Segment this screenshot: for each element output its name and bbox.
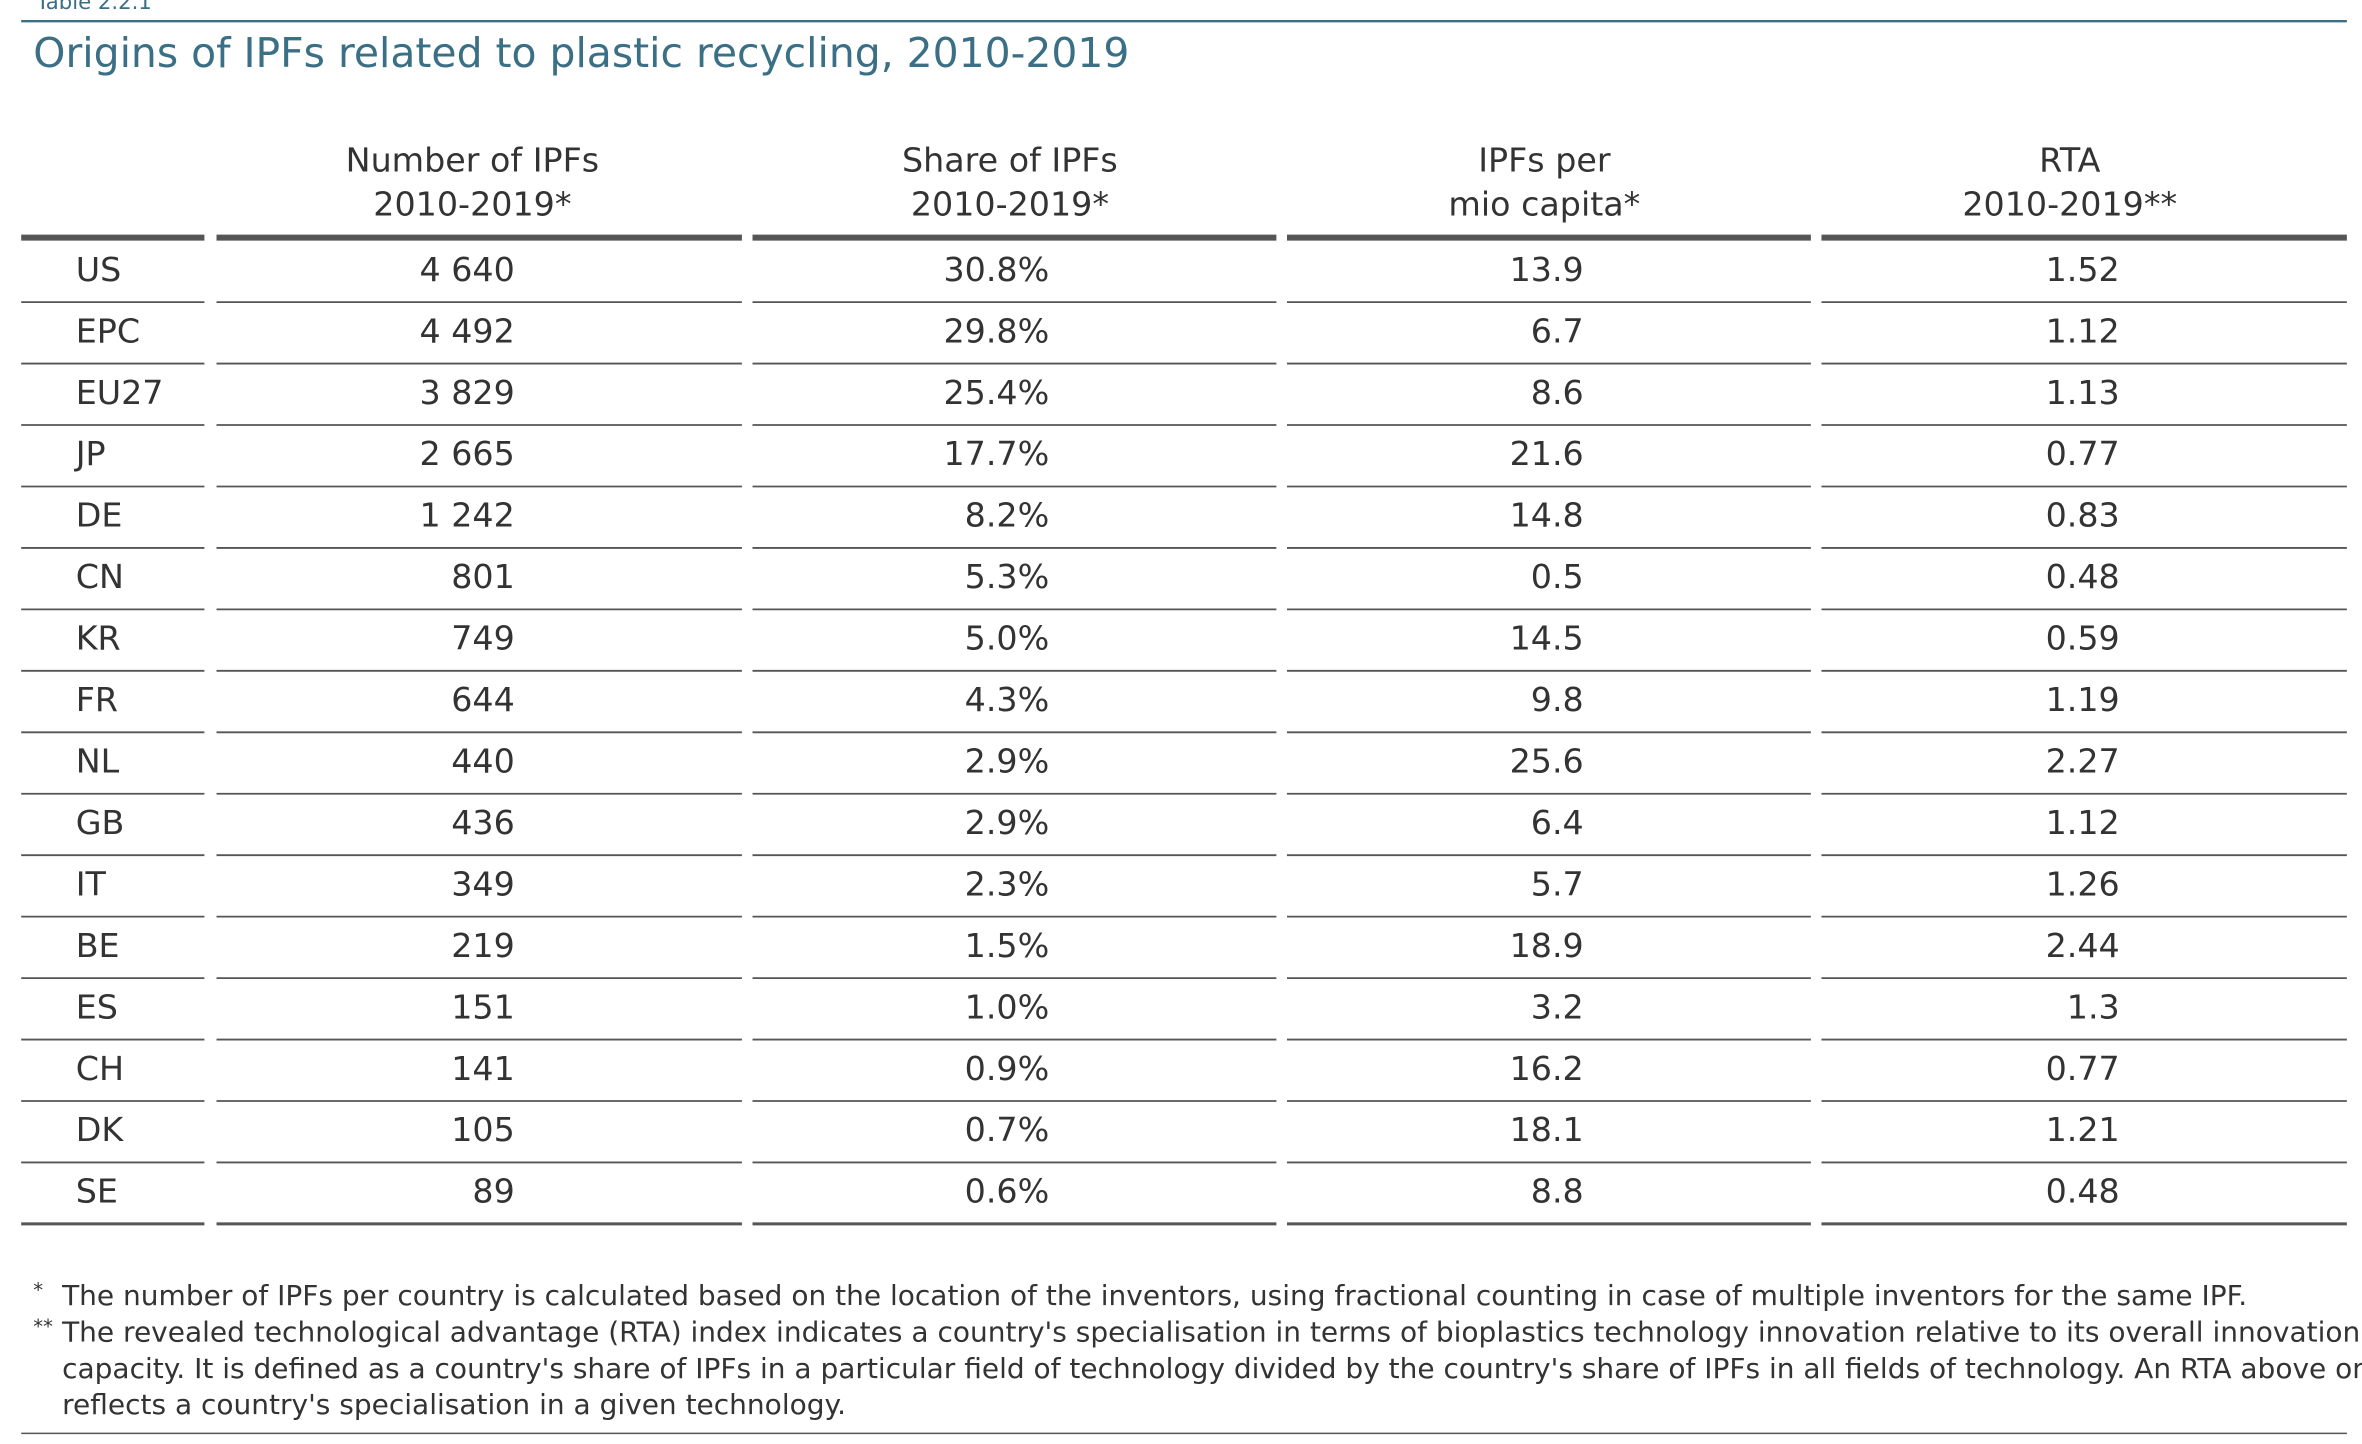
row-label: NL <box>76 742 120 781</box>
cell: 30.8% <box>943 250 1049 289</box>
cell: 18.1 <box>1510 1110 1584 1149</box>
row-label: US <box>76 250 122 289</box>
cell: 1.12 <box>2046 311 2120 350</box>
cell: 0.48 <box>2046 557 2120 596</box>
cell: 749 <box>451 619 515 658</box>
column-header: 2010-2019** <box>1962 184 2177 223</box>
row-label: CH <box>76 1049 124 1088</box>
cell: 18.9 <box>1510 926 1584 965</box>
cell: 0.5 <box>1531 557 1584 596</box>
table-label: Table 2.2.1 <box>35 0 151 14</box>
cell: 2 665 <box>419 434 514 473</box>
cell: 0.48 <box>2046 1172 2120 1211</box>
cell: 6.4 <box>1531 803 1584 842</box>
cell: 1 242 <box>419 496 514 535</box>
cell: 1.12 <box>2046 803 2120 842</box>
column-header: Share of IPFs <box>902 140 1118 179</box>
row-label: IT <box>76 864 107 903</box>
cell: 1.21 <box>2046 1110 2120 1149</box>
cell: 1.13 <box>2046 373 2120 412</box>
footnote-text: The number of IPFs per country is calcul… <box>61 1279 2247 1312</box>
cell: 219 <box>451 926 515 965</box>
cell: 1.0% <box>965 987 1050 1026</box>
column-header: RTA <box>2039 140 2100 179</box>
cell: 0.83 <box>2046 496 2120 535</box>
cell: 14.8 <box>1510 496 1584 535</box>
cell: 8.2% <box>965 496 1050 535</box>
footnote-marker: ** <box>33 1315 53 1338</box>
footnote-text: The revealed technological advantage (RT… <box>61 1316 2360 1349</box>
cell: 89 <box>472 1172 514 1211</box>
footnote-marker: * <box>33 1279 43 1302</box>
row-label: EPC <box>76 311 140 350</box>
cell: 25.6 <box>1510 742 1584 781</box>
cell: 105 <box>451 1110 515 1149</box>
row-label: DE <box>76 496 123 535</box>
cell: 0.6% <box>965 1172 1050 1211</box>
cell: 440 <box>451 742 515 781</box>
row-label: GB <box>76 803 125 842</box>
cell: 1.3 <box>2067 987 2120 1026</box>
cell: 801 <box>451 557 515 596</box>
column-header: mio capita* <box>1448 184 1640 223</box>
cell: 4.3% <box>965 680 1050 719</box>
cell: 436 <box>451 803 515 842</box>
cell: 2.3% <box>965 864 1050 903</box>
cell: 6.7 <box>1531 311 1584 350</box>
footnote-text: reflects a country's specialisation in a… <box>62 1388 846 1421</box>
cell: 1.26 <box>2046 864 2120 903</box>
cell: 644 <box>451 680 515 719</box>
title: Origins of IPFs related to plastic recyc… <box>33 29 1129 77</box>
cell: 151 <box>451 987 515 1026</box>
cell: 5.0% <box>965 619 1050 658</box>
cell: 2.44 <box>2046 926 2120 965</box>
column-header: 2010-2019* <box>373 184 571 223</box>
row-label: FR <box>76 680 118 719</box>
cell: 0.9% <box>965 1049 1050 1088</box>
row-label: BE <box>76 926 120 965</box>
cell: 5.7 <box>1531 864 1584 903</box>
cell: 21.6 <box>1510 434 1584 473</box>
column-header: IPFs per <box>1478 140 1611 179</box>
footnote-text: capacity. It is defined as a country's s… <box>62 1352 2362 1385</box>
cell: 29.8% <box>943 311 1049 350</box>
cell: 4 492 <box>419 311 514 350</box>
cell: 0.59 <box>2046 619 2120 658</box>
cell: 2.27 <box>2046 742 2120 781</box>
row-label: SE <box>76 1172 118 1211</box>
cell: 5.3% <box>965 557 1050 596</box>
cell: 14.5 <box>1510 619 1584 658</box>
row-label: JP <box>74 434 106 473</box>
column-header: Number of IPFs <box>346 140 599 179</box>
cell: 1.52 <box>2046 250 2120 289</box>
row-label: DK <box>76 1110 125 1149</box>
cell: 9.8 <box>1531 680 1584 719</box>
cell: 16.2 <box>1510 1049 1584 1088</box>
cell: 1.19 <box>2046 680 2120 719</box>
cell: 17.7% <box>943 434 1049 473</box>
cell: 13.9 <box>1510 250 1584 289</box>
cell: 0.77 <box>2046 1049 2120 1088</box>
cell: 3.2 <box>1531 987 1584 1026</box>
cell: 349 <box>451 864 515 903</box>
cell: 3 829 <box>419 373 514 412</box>
cell: 141 <box>451 1049 515 1088</box>
cell: 4 640 <box>419 250 514 289</box>
cell: 8.8 <box>1531 1172 1584 1211</box>
cell: 0.7% <box>965 1110 1050 1149</box>
cell: 8.6 <box>1531 373 1584 412</box>
column-header: 2010-2019* <box>911 184 1109 223</box>
cell: 2.9% <box>965 742 1050 781</box>
row-label: CN <box>76 557 124 596</box>
row-label: ES <box>76 987 118 1026</box>
cell: 1.5% <box>965 926 1050 965</box>
row-label: KR <box>76 619 121 658</box>
cell: 25.4% <box>943 373 1049 412</box>
cell: 2.9% <box>965 803 1050 842</box>
cell: 0.77 <box>2046 434 2120 473</box>
row-label: EU27 <box>76 373 164 412</box>
